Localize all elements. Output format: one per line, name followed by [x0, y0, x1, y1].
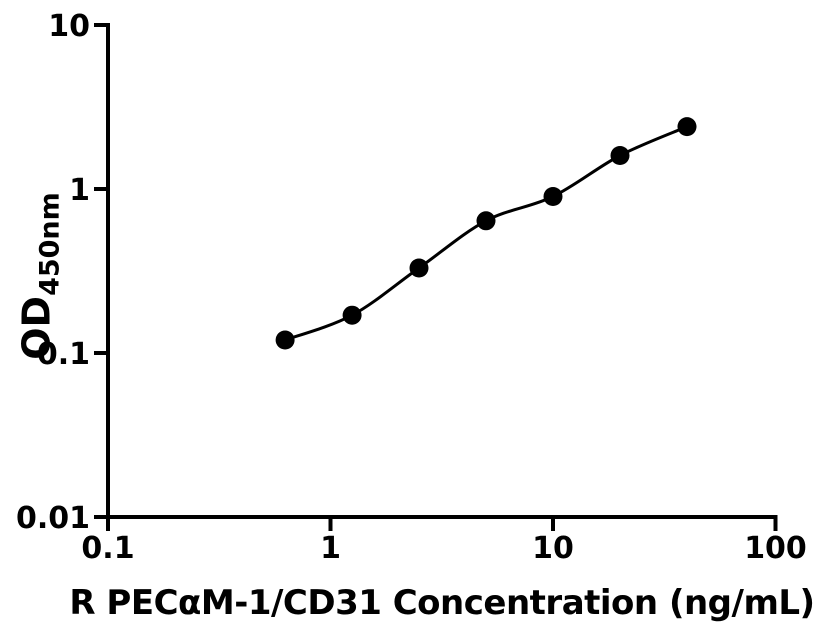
data-point — [409, 258, 429, 278]
data-point — [476, 211, 496, 231]
x-tick-label: 10 — [532, 531, 574, 566]
y-tick-label: 10 — [48, 9, 90, 44]
data-point — [342, 305, 362, 325]
data-point — [677, 117, 697, 137]
x-axis-title: R PECαM-1/CD31 Concentration (ng/mL) — [69, 583, 815, 623]
data-point — [543, 187, 563, 206]
x-tick-label: 100 — [744, 531, 807, 566]
x-tick-label: 0.1 — [81, 531, 134, 566]
y-tick-label: 0.1 — [37, 337, 90, 372]
y-tick-label: 1 — [69, 173, 90, 208]
data-point — [610, 146, 630, 165]
x-tick-label: 1 — [320, 531, 341, 566]
y-axis-title-main: OD — [14, 295, 59, 360]
y-axis-title: OD450nm — [15, 192, 66, 360]
data-point — [275, 330, 295, 350]
y-axis-title-subscript: 450nm — [34, 192, 66, 296]
y-tick-label: 0.01 — [16, 501, 90, 536]
